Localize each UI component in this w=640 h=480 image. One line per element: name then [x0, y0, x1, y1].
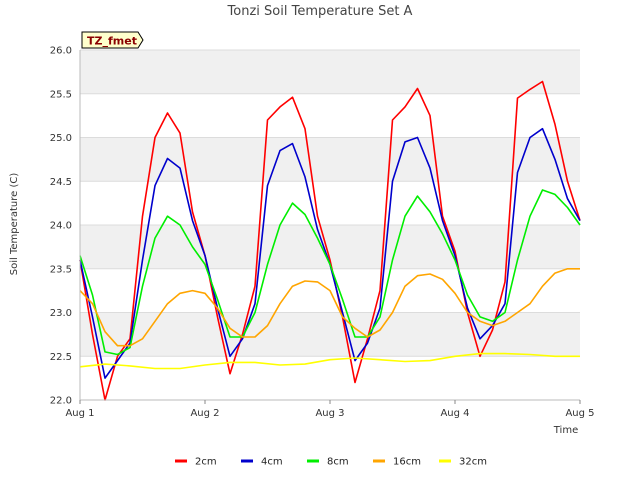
chart-title: Tonzi Soil Temperature Set A: [227, 4, 413, 19]
series-layer: [79, 80, 581, 401]
x-tick-label: Aug 2: [190, 408, 219, 419]
legend-label-32cm: 32cm: [459, 457, 487, 468]
x-tick-label: Aug 5: [565, 408, 594, 419]
y-tick-label: 23.0: [50, 308, 72, 319]
x-axis-title: Time: [553, 425, 578, 436]
legend-label-16cm: 16cm: [393, 457, 421, 468]
y-tick-label: 25.5: [50, 89, 72, 100]
y-tick-label: 22.5: [50, 352, 72, 363]
legend-label-4cm: 4cm: [261, 457, 283, 468]
legend: 2cm 4cm 8cm 16cm 32cm: [175, 457, 487, 468]
y-tick-label: 25.0: [50, 133, 72, 144]
y-tick-label: 24.5: [50, 177, 72, 188]
x-tick-label: Aug 1: [65, 408, 94, 419]
background-band: [80, 50, 580, 94]
badge-shape: [81, 31, 144, 49]
y-axis-ticks: 22.0 22.5 23.0 23.5 24.0 24.5 25.0 25.5 26.0: [50, 46, 72, 407]
y-tick-label: 26.0: [50, 46, 72, 57]
y-axis-title: Soil Temperature (C): [9, 173, 20, 276]
series-line-2cm: [79, 80, 581, 401]
series-line-16cm: [79, 267, 580, 347]
y-tick-label: 24.0: [50, 221, 72, 232]
legend-label-8cm: 8cm: [327, 457, 349, 468]
series-line-32cm: [79, 352, 580, 370]
series-line-8cm: [79, 189, 581, 356]
x-axis-ticks: Aug 1 Aug 2 Aug 3 Aug 4 Aug 5: [65, 400, 595, 419]
legend-label-2cm: 2cm: [195, 457, 217, 468]
station-badge: TZ_fmet: [81, 31, 144, 49]
y-tick-label: 22.0: [50, 396, 72, 407]
background-band: [80, 137, 580, 182]
x-tick-label: Aug 4: [440, 408, 469, 419]
background-band: [80, 312, 580, 357]
y-tick-label: 23.5: [50, 264, 72, 275]
x-tick-label: Aug 3: [315, 408, 344, 419]
badge-label: TZ_fmet: [87, 35, 137, 48]
